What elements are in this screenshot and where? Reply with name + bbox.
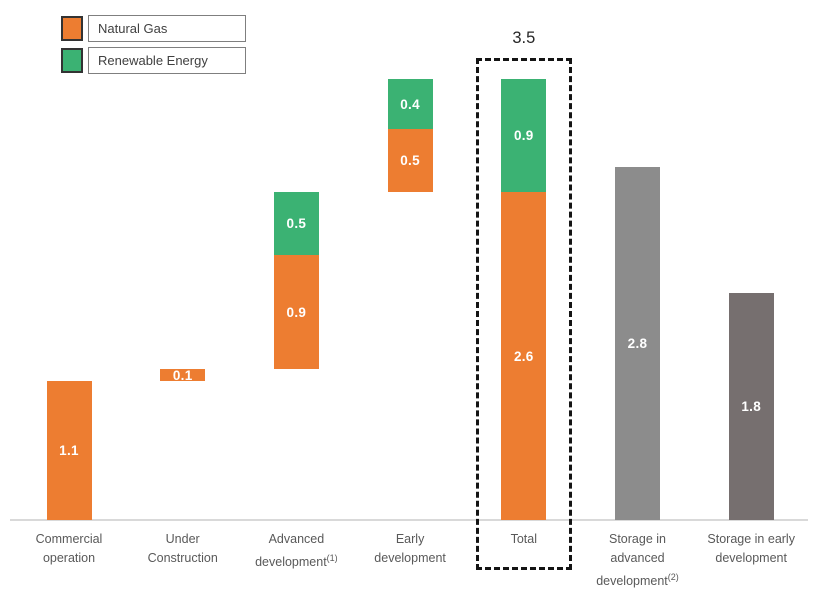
bar-segment-storage-in-advanced-development-storage-advanced: 2.8 — [615, 167, 660, 520]
axis-label-under-construction: Under Construction — [147, 532, 218, 565]
bar-value-label: 0.9 — [513, 128, 534, 144]
bar-segment-under-construction-natural-gas: 0.1 — [160, 367, 206, 383]
bar-segment-storage-in-early-development-storage-early: 1.8 — [728, 293, 774, 520]
bar-value-label: 0.5 — [400, 153, 420, 169]
legend-label-natural-gas: Natural Gas — [88, 15, 246, 42]
bar-value-label: 0.9 — [286, 304, 307, 320]
footnote-marker: (2) — [667, 572, 679, 582]
bar-value-label: 1.8 — [741, 399, 762, 415]
bar-segment-early-development-renewable-energy: 0.4 — [387, 79, 433, 130]
bar-segment-commercial-operation-natural-gas: 1.1 — [46, 381, 92, 520]
legend-item-renewable-energy: Renewable Energy — [61, 47, 246, 74]
renewable-energy-swatch-icon — [61, 48, 83, 73]
bar-value-label: 2.6 — [513, 348, 534, 364]
axis-label-total: Total — [510, 532, 537, 546]
legend: Natural Gas Renewable Energy — [61, 15, 246, 79]
bar-value-label: 0.4 — [400, 96, 420, 112]
axis-label-storage-in-advanced-development: Storage in advanced development(2) — [596, 532, 679, 589]
bar-value-label: 0.5 — [286, 216, 307, 232]
bar-value-label: 1.1 — [59, 443, 79, 459]
bar-value-label: 0.1 — [172, 367, 193, 383]
bar-segment-total-renewable-energy: 0.9 — [501, 79, 547, 193]
axis-label-advanced-development: Advanced development(1) — [255, 532, 338, 570]
bar-segment-total-natural-gas: 2.6 — [501, 192, 547, 520]
bar-segment-early-development-natural-gas: 0.5 — [387, 129, 433, 193]
axis-label-commercial-operation: Commercial operation — [35, 532, 103, 565]
footnote-marker: (1) — [326, 553, 338, 563]
total-highlight-box — [475, 58, 572, 570]
bar-value-label: 2.8 — [627, 336, 648, 352]
bar-segment-advanced-development-renewable-energy: 0.5 — [273, 192, 319, 256]
legend-item-natural-gas: Natural Gas — [61, 15, 246, 42]
axis-label-storage-in-early-development: Storage in early development — [707, 532, 795, 565]
axis-label-early-development: Early development — [374, 532, 446, 565]
total-annotation: 3.5 — [512, 29, 536, 47]
natural-gas-swatch-icon — [61, 16, 83, 41]
bar-segment-advanced-development-natural-gas: 0.9 — [273, 255, 319, 369]
legend-label-renewable-energy: Renewable Energy — [88, 47, 246, 74]
x-axis-line — [10, 519, 808, 521]
